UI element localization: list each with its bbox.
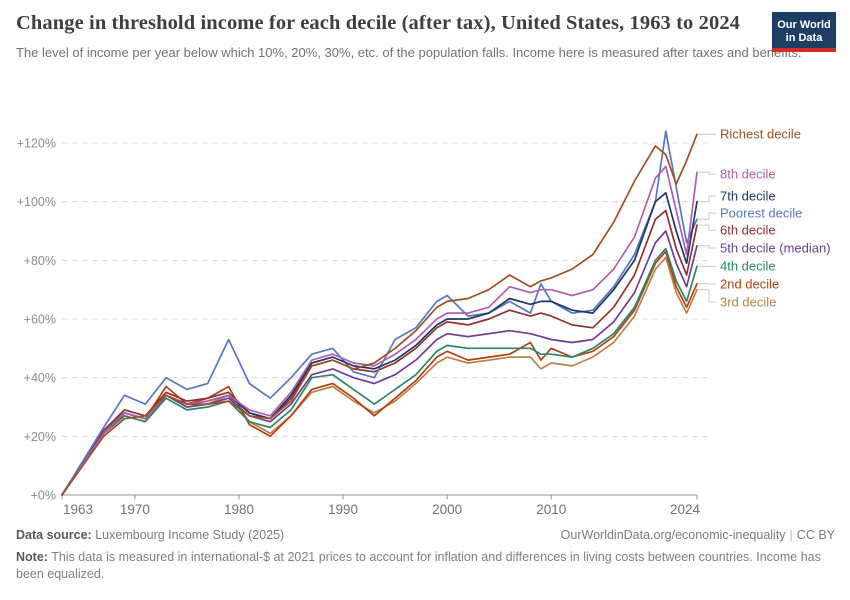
x-tick-label-1980: 1980 <box>224 502 254 517</box>
x-tick-label-2000: 2000 <box>432 502 462 517</box>
x-tick-label-1963: 1963 <box>63 502 93 517</box>
data-source: Data source: Luxembourg Income Study (20… <box>16 528 284 542</box>
y-tick-label-60: +60% <box>24 312 56 326</box>
legend-label-poorest-decile[interactable]: Poorest decile <box>720 206 802 221</box>
line-3rd-decile[interactable] <box>61 256 698 496</box>
chart-area: +0% +20% +40% +60% +80% +100% +120% 1963 1970 198… <box>0 118 850 518</box>
x-tick-label-2010: 2010 <box>536 502 566 517</box>
note-label: Note: <box>16 550 48 564</box>
y-tick-label-120: +120% <box>17 136 56 150</box>
y-tick-label-80: +80% <box>24 254 56 268</box>
legend-label-4th-decile[interactable]: 4th decile <box>720 259 776 274</box>
legend-label-8th-decile[interactable]: 8th decile <box>720 167 776 182</box>
chart-header: Change in threshold income for each deci… <box>16 10 834 62</box>
owid-logo-line1: Our World <box>777 19 831 31</box>
footer-links: OurWorldinData.org/economic-inequality | C… <box>561 528 835 542</box>
line-poorest-decile[interactable] <box>61 130 698 496</box>
owid-url-link[interactable]: OurWorldinData.org/economic-inequality <box>560 528 786 542</box>
x-tick-label-2024: 2024 <box>670 502 701 517</box>
y-tick-label-0: +0% <box>31 489 56 503</box>
line-5th-decile-median-[interactable] <box>61 230 698 496</box>
legend-connector-5th-decile-median- <box>699 245 716 249</box>
legend-connector-8th-decile <box>699 171 716 175</box>
y-tick-label-20: +20% <box>24 430 56 444</box>
legend-label-7th-decile[interactable]: 7th decile <box>720 189 776 204</box>
y-tick-label-100: +100% <box>17 195 56 209</box>
license-link[interactable]: CC BY <box>796 528 835 542</box>
owid-logo-line2: in Data <box>785 32 823 44</box>
data-source-link[interactable]: Luxembourg Income Study (2025) <box>95 528 285 542</box>
chart-subtitle: The level of income per year below which… <box>16 45 802 60</box>
legend-connector-3rd-decile <box>699 289 716 303</box>
decile-line-chart[interactable]: +0% +20% +40% +60% +80% +100% +120% 1963 1970 198… <box>0 118 850 518</box>
line-7th-decile[interactable] <box>61 191 698 496</box>
line-6th-decile[interactable] <box>61 209 698 496</box>
y-tick-label-40: +40% <box>24 371 56 385</box>
legend-label-richest-decile[interactable]: Richest decile <box>720 127 801 142</box>
line-2nd-decile[interactable] <box>61 250 698 496</box>
legend-label-5th-decile-median-[interactable]: 5th decile (median) <box>720 240 831 255</box>
data-source-label: Data source: <box>16 528 92 542</box>
owid-logo[interactable]: Our World in Data <box>772 12 836 52</box>
line-richest-decile[interactable] <box>61 133 698 496</box>
legend-label-6th-decile[interactable]: 6th decile <box>720 223 776 238</box>
chart-note: Note: This data is measured in internati… <box>16 549 835 583</box>
line-8th-decile[interactable] <box>61 165 698 496</box>
legend-connector-6th-decile <box>699 224 716 231</box>
chart-title: Change in threshold income for each deci… <box>16 12 741 34</box>
legend-label-2nd-decile[interactable]: 2nd decile <box>720 277 779 292</box>
legend-connector-7th-decile <box>699 195 716 203</box>
line-4th-decile[interactable] <box>61 247 698 496</box>
legend-label-3rd-decile[interactable]: 3rd decile <box>720 294 776 309</box>
x-tick-label-1970: 1970 <box>120 502 150 517</box>
note-text: This data is measured in international-$… <box>16 550 821 581</box>
chart-footer: Data source: Luxembourg Income Study (20… <box>16 528 835 583</box>
legend-connector-poorest-decile <box>699 212 716 220</box>
footer-separator: | <box>789 528 793 542</box>
x-tick-label-1990: 1990 <box>328 502 358 517</box>
